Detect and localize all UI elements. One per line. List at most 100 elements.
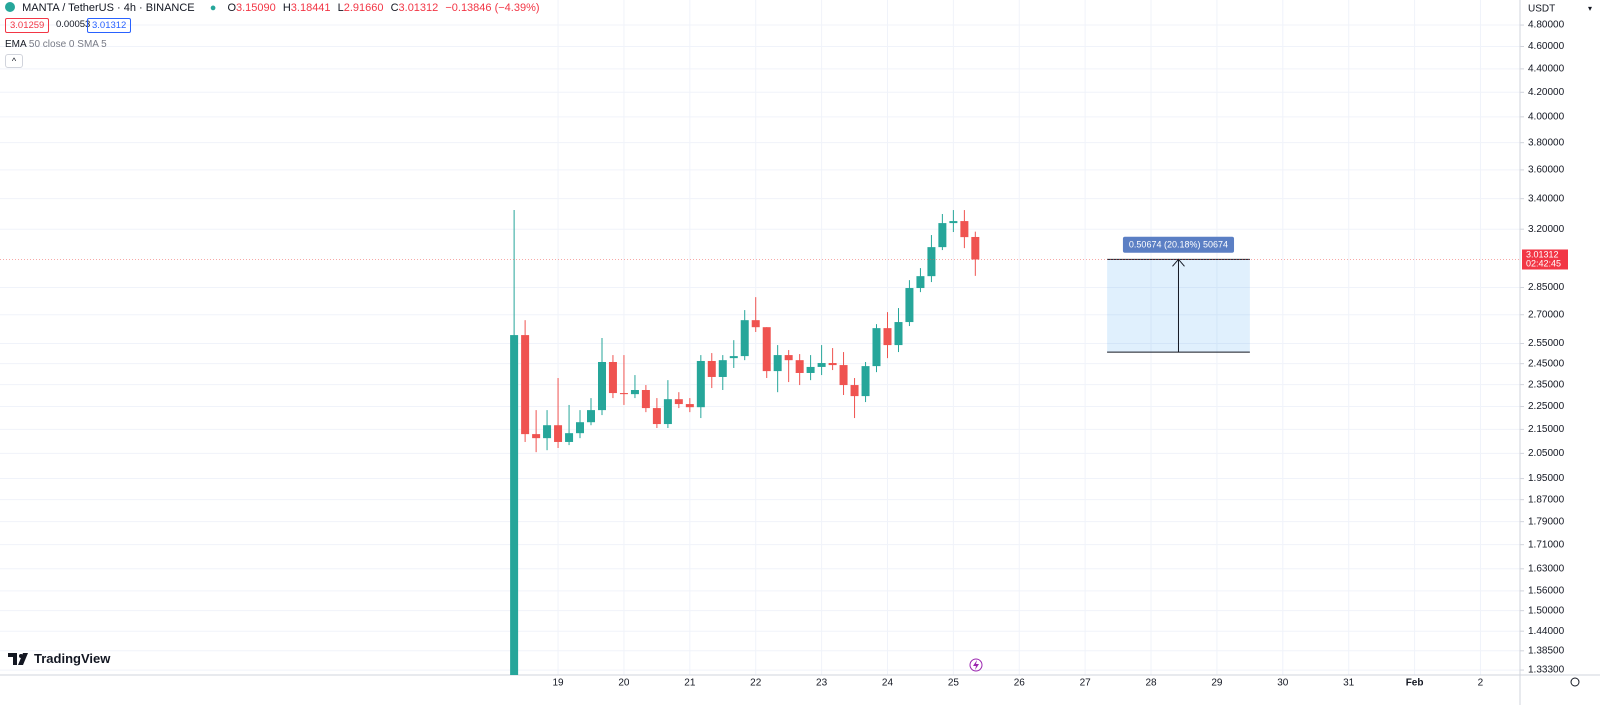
ask[interactable]: 3.01312 [87,18,132,33]
candle-body [751,320,760,328]
x-tick-label: 27 [1080,678,1092,689]
y-tick-label: 3.40000 [1528,193,1565,204]
y-axis-unit[interactable]: USDT [1528,4,1555,15]
candle-body [718,360,727,377]
y-tick-label: 4.60000 [1528,41,1565,52]
y-tick-label: 4.20000 [1528,87,1565,98]
y-tick-label: 1.44000 [1528,626,1565,637]
indicator[interactable]: EMA 50 close 0 SMA 5 [5,39,107,50]
ohlc-h: 3.18441 [290,2,331,14]
brand: TradingView [8,651,110,666]
event-bolt [973,660,979,670]
y-tick-label: 3.60000 [1528,165,1565,176]
candle-body [861,366,870,397]
y-tick-label: 2.35000 [1528,379,1565,390]
candle-body [817,363,826,367]
candle-body [949,221,958,224]
plot-area [510,210,1250,675]
event-marker[interactable] [969,658,983,672]
x-tick-label: 31 [1343,678,1355,689]
settings-icon[interactable] [1570,677,1580,687]
indicator-name: EMA [5,39,27,50]
y-tick-label: 3.20000 [1528,224,1565,235]
y-tick-label: 1.33300 [1528,665,1565,676]
candle-body [575,422,584,434]
x-tick-label: 21 [684,678,696,689]
candle-body [927,247,936,277]
candle-body [806,366,815,373]
candle-body [795,360,804,373]
x-tick-label: 23 [816,678,828,689]
last-price-label: 3.01312 [1526,249,1559,259]
candle-body [619,393,628,395]
y-tick-label: 2.15000 [1528,424,1565,435]
collapse-button[interactable]: ^ [5,54,23,68]
candle-body [598,362,607,411]
candle-body [674,399,683,405]
y-tick-label: 4.00000 [1528,111,1565,122]
x-tick-label: 20 [618,678,630,689]
candle-body [532,434,541,439]
candle-body [839,365,848,386]
measure-label-bg [1122,236,1235,253]
candle-body [883,328,892,346]
candle-body [784,355,793,361]
x-tick-label: 24 [882,678,894,689]
candle-body [740,320,749,357]
candle-body [850,385,859,397]
measure-label: 0.50674 (20.18%) 50674 [1129,240,1228,250]
ohlc-l: 2.91660 [343,2,384,14]
symbol-name[interactable]: MANTA / TetherUS · 4h · BINANCE [22,2,195,14]
x-tick-label: 29 [1211,678,1223,689]
brand-name: TradingView [34,651,111,666]
candle-body [663,399,672,425]
indicator-params: 50 close 0 SMA 5 [28,39,107,50]
candle-body [630,390,639,395]
candle-body [762,327,771,372]
ohlc-c-key: C [390,2,399,14]
y-tick-label: 4.40000 [1528,64,1565,75]
candle-body [543,425,552,439]
candle-body [828,363,837,366]
y-tick-label: 1.56000 [1528,586,1565,597]
ohlc-h-key: H [282,2,291,14]
candle-body [510,335,519,675]
candle-body [905,288,914,323]
y-tick-label: 1.79000 [1528,516,1565,527]
y-tick-label: 3.80000 [1528,137,1565,148]
x-tick-label: 25 [948,678,960,689]
y-tick-label: 1.87000 [1528,494,1565,505]
candle-body [521,335,530,435]
candle-body [696,360,705,408]
candle-body [916,276,925,289]
candle-body [960,221,969,238]
bid[interactable]: 3.01259 [5,18,50,33]
brand-logo [8,652,28,665]
candle-body [971,236,980,260]
y-tick-label: 4.80000 [1528,20,1565,31]
ohlc-c: 3.01312 [398,2,439,14]
candle-body [773,355,782,372]
y-tick-label: 1.71000 [1528,539,1565,550]
spread: 0.00053 [56,19,91,30]
ohlc-l-key: L [337,2,344,14]
measure-arrowhead [1172,258,1185,267]
x-tick-label: 22 [750,678,762,689]
y-tick-label: 1.50000 [1528,605,1565,616]
symbol-header: MANTA / TetherUS · 4h · BINANCE ● O3.150… [5,2,544,14]
y-tick-label: 1.63000 [1528,563,1565,574]
candle-body [938,223,947,248]
candle-body [707,360,716,377]
y-axis-menu: ▾ [1588,4,1592,13]
last-price-tag [1522,249,1568,270]
candle-body [554,425,563,442]
x-tick-label: 19 [552,678,564,689]
x-tick-label: Feb [1406,678,1424,689]
candle-body [894,322,903,346]
candle-body [641,390,650,409]
x-tick-label: 26 [1014,678,1026,689]
x-tick-label: 2 [1478,678,1484,689]
candle-body [608,362,617,394]
